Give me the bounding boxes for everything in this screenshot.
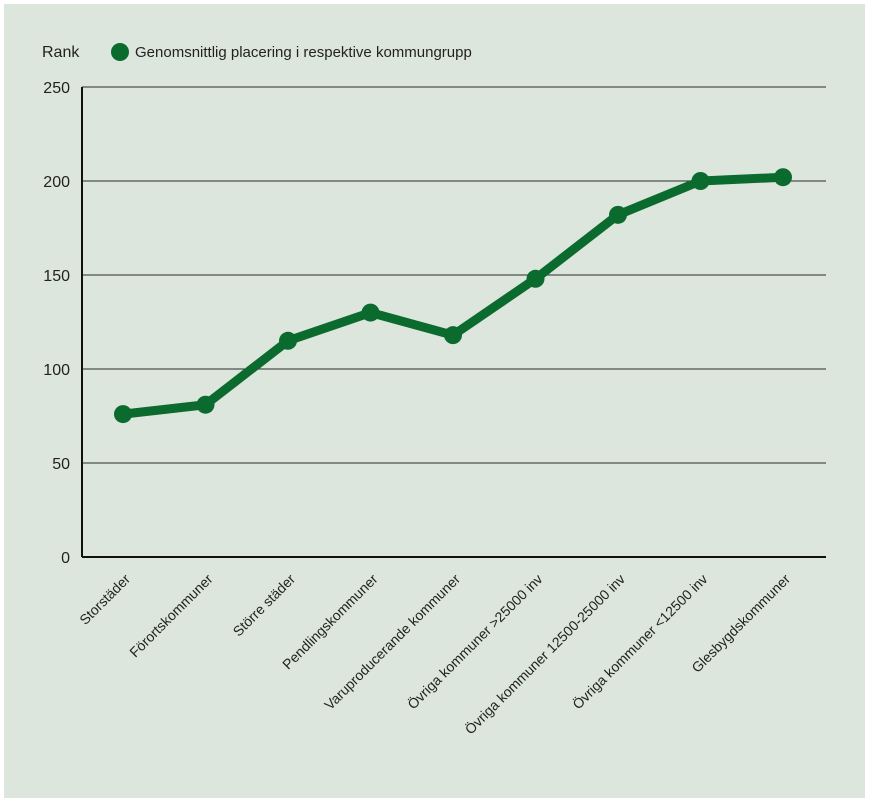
x-tick-label: Övriga kommuner <12500 inv xyxy=(568,570,710,712)
y-axis-label: Rank xyxy=(42,44,80,61)
data-point xyxy=(196,395,215,414)
y-tick-label: 200 xyxy=(43,174,70,191)
data-point xyxy=(774,168,792,187)
x-tick-label: Storstäder xyxy=(76,571,133,628)
y-tick-label: 0 xyxy=(61,550,70,567)
data-point xyxy=(609,205,627,224)
legend-marker xyxy=(111,43,129,61)
data-point xyxy=(361,303,380,322)
data-point xyxy=(526,269,545,288)
x-tick-label: Större städer xyxy=(230,571,299,640)
data-point xyxy=(444,326,462,345)
y-tick-label: 100 xyxy=(43,362,70,379)
y-tick-label: 50 xyxy=(52,456,70,473)
data-point xyxy=(279,331,297,350)
y-tick-label: 150 xyxy=(43,268,70,285)
data-point xyxy=(114,405,132,424)
x-tick-label: Övriga kommuner >25000 inv xyxy=(403,570,545,712)
y-tick-label: 250 xyxy=(43,80,70,97)
x-tick-label: Övriga kommuner 12500-25000 inv xyxy=(461,570,628,737)
x-tick-label: Varuproducerande kommuner xyxy=(321,571,463,713)
chart-panel xyxy=(4,4,865,798)
data-point xyxy=(691,172,710,190)
legend-label: Genomsnittlig placering i respektive kom… xyxy=(135,44,472,61)
x-tick-label: Förortskommuner xyxy=(126,571,216,661)
series-line xyxy=(118,172,788,419)
